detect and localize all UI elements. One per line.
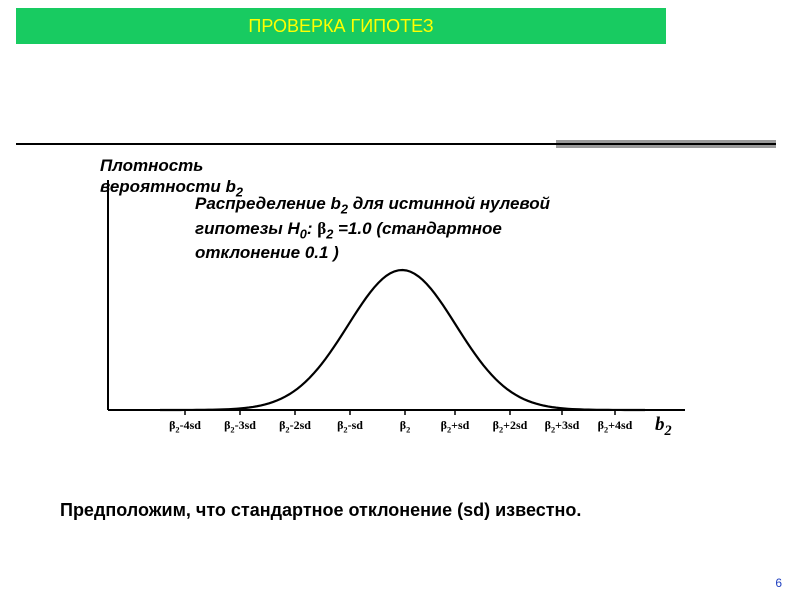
divider: [16, 140, 776, 148]
x-tick-label: β2+sd: [441, 418, 470, 434]
density-curve: [160, 270, 645, 410]
x-tick-label: β2+4sd: [598, 418, 633, 434]
beta-subscript: 2: [406, 425, 410, 434]
y-label-line1: Плотность: [100, 156, 203, 175]
x-axis-variable-label: b2: [655, 414, 672, 440]
x-tick-label: β2-2sd: [279, 418, 311, 434]
chart-axes: [108, 180, 685, 410]
x-tick-labels: β2-4sd β2-3sd β2-2sd β2-sd β2 β2+sd β2+2sd β2+3…: [90, 418, 690, 440]
tick-suffix: -2sd: [290, 418, 311, 432]
tick-suffix: -sd: [348, 418, 363, 432]
x-tick-label: β2: [400, 418, 411, 434]
tick-suffix: -4sd: [180, 418, 201, 432]
footer-statement: Предположим, что стандартное отклонение …: [60, 500, 581, 521]
axis-var: b: [655, 414, 665, 435]
tick-suffix: +sd: [451, 418, 469, 432]
title-bar: ПРОВЕРКА ГИПОТЕЗ: [16, 8, 666, 44]
page-title: ПРОВЕРКА ГИПОТЕЗ: [248, 16, 433, 37]
tick-suffix: +3sd: [555, 418, 579, 432]
x-tick-label: β2-4sd: [169, 418, 201, 434]
x-tick-label: β2+2sd: [493, 418, 528, 434]
axis-var-sub: 2: [665, 423, 672, 439]
x-tick-label: β2-sd: [337, 418, 363, 434]
page-number: 6: [775, 576, 782, 590]
density-chart: [90, 175, 690, 435]
x-tick-label: β2+3sd: [545, 418, 580, 434]
x-tick-label: β2-3sd: [224, 418, 256, 434]
tick-suffix: -3sd: [235, 418, 256, 432]
divider-line: [16, 143, 776, 145]
tick-suffix: +4sd: [608, 418, 632, 432]
tick-suffix: +2sd: [503, 418, 527, 432]
